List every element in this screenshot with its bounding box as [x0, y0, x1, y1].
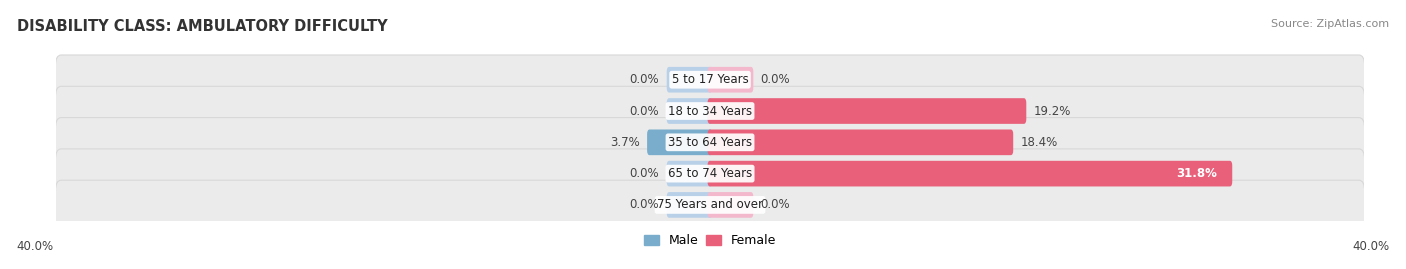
Text: 65 to 74 Years: 65 to 74 Years — [668, 167, 752, 180]
Text: 0.0%: 0.0% — [630, 105, 659, 118]
FancyBboxPatch shape — [55, 118, 1365, 167]
Legend: Male, Female: Male, Female — [638, 229, 782, 252]
FancyBboxPatch shape — [55, 180, 1365, 230]
Text: DISABILITY CLASS: AMBULATORY DIFFICULTY: DISABILITY CLASS: AMBULATORY DIFFICULTY — [17, 19, 388, 34]
FancyBboxPatch shape — [707, 98, 1026, 124]
Text: 0.0%: 0.0% — [761, 199, 790, 211]
Text: 31.8%: 31.8% — [1175, 167, 1216, 180]
Text: 18 to 34 Years: 18 to 34 Years — [668, 105, 752, 118]
FancyBboxPatch shape — [707, 161, 1232, 186]
FancyBboxPatch shape — [55, 55, 1365, 104]
Text: 40.0%: 40.0% — [1353, 240, 1389, 253]
Text: 18.4%: 18.4% — [1021, 136, 1057, 149]
Text: 35 to 64 Years: 35 to 64 Years — [668, 136, 752, 149]
Text: 40.0%: 40.0% — [17, 240, 53, 253]
FancyBboxPatch shape — [707, 129, 1014, 155]
FancyBboxPatch shape — [55, 149, 1365, 198]
FancyBboxPatch shape — [707, 192, 754, 218]
FancyBboxPatch shape — [647, 129, 713, 155]
Text: 0.0%: 0.0% — [630, 167, 659, 180]
Text: 5 to 17 Years: 5 to 17 Years — [672, 73, 748, 86]
Text: 0.0%: 0.0% — [761, 73, 790, 86]
FancyBboxPatch shape — [55, 86, 1365, 136]
Text: 19.2%: 19.2% — [1033, 105, 1071, 118]
FancyBboxPatch shape — [707, 67, 754, 93]
Text: 0.0%: 0.0% — [630, 199, 659, 211]
Text: 0.0%: 0.0% — [630, 73, 659, 86]
FancyBboxPatch shape — [666, 98, 713, 124]
FancyBboxPatch shape — [666, 67, 713, 93]
FancyBboxPatch shape — [666, 192, 713, 218]
Text: Source: ZipAtlas.com: Source: ZipAtlas.com — [1271, 19, 1389, 29]
FancyBboxPatch shape — [666, 161, 713, 186]
Text: 3.7%: 3.7% — [610, 136, 640, 149]
Text: 75 Years and over: 75 Years and over — [657, 199, 763, 211]
